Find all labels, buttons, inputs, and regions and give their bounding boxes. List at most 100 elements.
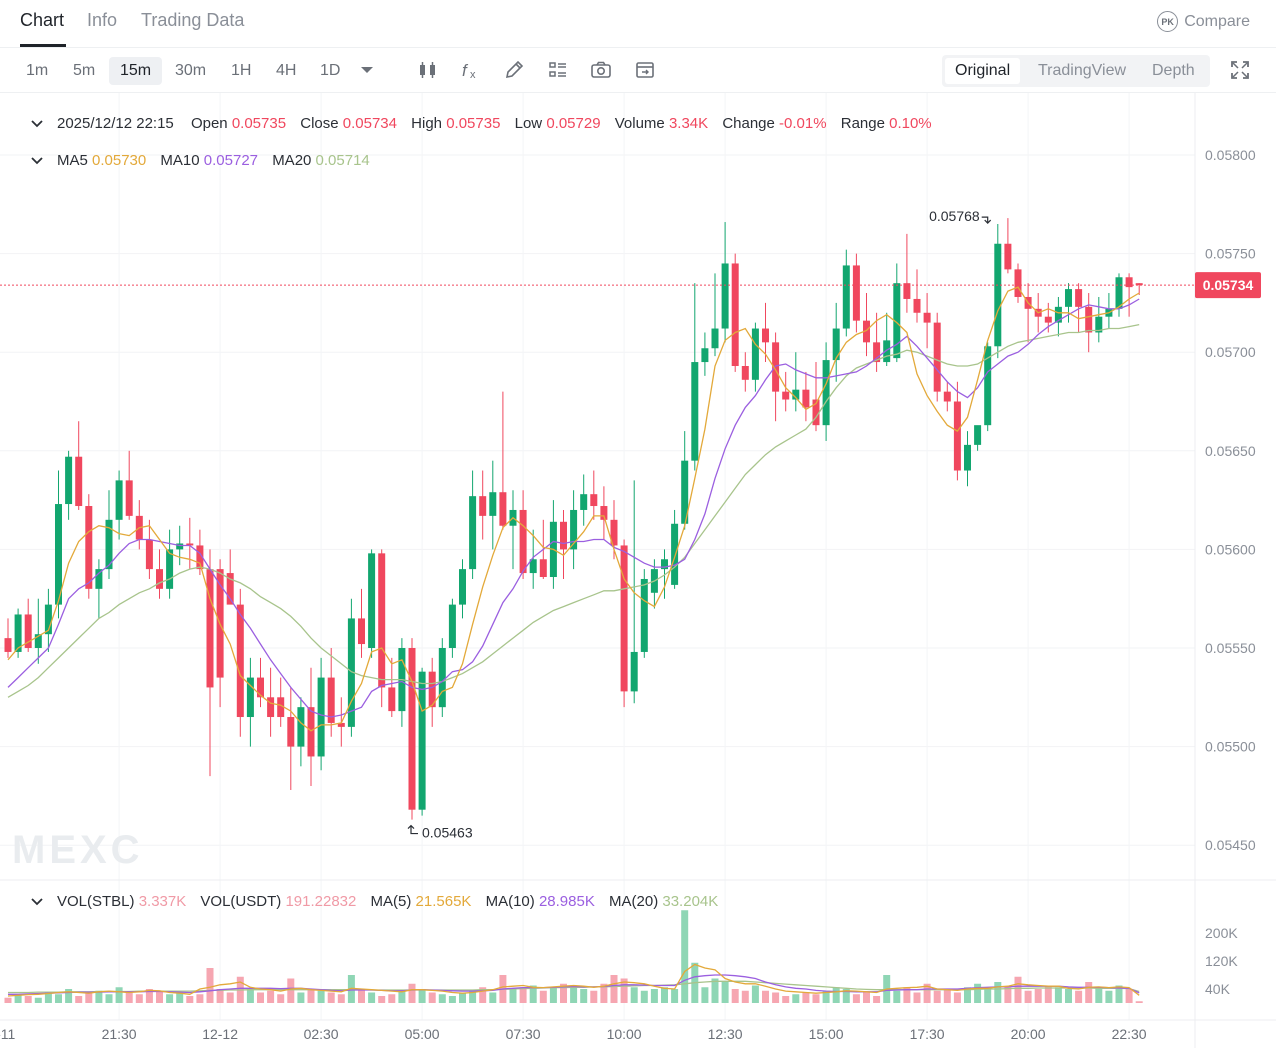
candle-body	[327, 677, 335, 723]
vol-stbl-value: 3.337K	[138, 893, 187, 910]
vol-ma20-label: MA(20)	[609, 893, 659, 910]
volume-bar	[65, 989, 73, 1003]
volume-bar	[1065, 989, 1072, 1003]
candle-body	[630, 651, 638, 692]
ma-collapse-chevron-icon[interactable]	[31, 157, 43, 165]
volume-bar	[156, 990, 163, 1003]
calendar-icon[interactable]	[633, 58, 657, 82]
interval-more-dropdown-icon[interactable]	[355, 58, 379, 82]
candle-body	[4, 638, 12, 652]
candle-type-icon[interactable]	[416, 58, 440, 82]
legend-high-label: High	[411, 115, 443, 132]
low-marker-arrow-icon	[407, 824, 418, 835]
view-depth-button[interactable]: Depth	[1152, 62, 1195, 79]
volume-bar	[1014, 976, 1022, 1003]
candle-body	[984, 346, 992, 426]
compare-label: Compare	[1184, 12, 1250, 30]
candle-body	[287, 717, 295, 747]
candle-body	[489, 492, 497, 516]
candle-body	[1014, 269, 1022, 297]
ma20-label: MA20	[272, 152, 312, 169]
draw-pencil-icon[interactable]	[502, 58, 526, 82]
volume-bar	[1125, 989, 1133, 1003]
candle-body	[610, 519, 618, 546]
volume-bar	[85, 992, 93, 1003]
volume-bar	[852, 994, 860, 1003]
volume-bar	[570, 985, 578, 1003]
collapse-chevron-icon[interactable]	[31, 120, 43, 128]
interval-1h[interactable]: 1H	[231, 62, 252, 79]
candle-body	[671, 523, 679, 585]
camera-icon[interactable]	[589, 58, 613, 82]
volume-bar	[590, 990, 598, 1003]
legend-open-label: Open	[190, 115, 228, 132]
volume-bar	[95, 990, 103, 1003]
candle-body	[1115, 277, 1123, 309]
volume-bar	[943, 989, 951, 1003]
volume-bar	[44, 992, 52, 1003]
active-tab-indicator	[20, 44, 66, 47]
candle-body	[105, 519, 113, 570]
ma-legend: MA5 0.05730 MA10 0.05727 MA20 0.05714	[31, 152, 370, 169]
view-original-button[interactable]: Original	[945, 58, 1021, 84]
volume-bar	[1115, 985, 1123, 1003]
tab-info[interactable]: Info	[87, 10, 118, 30]
candle-body	[893, 283, 901, 359]
candle-body	[974, 425, 982, 445]
settings-list-icon[interactable]	[546, 58, 570, 82]
candle-body	[85, 506, 93, 589]
candle-body	[802, 389, 810, 408]
legend-volume-value: 3.34K	[668, 115, 709, 132]
candle-body	[358, 618, 365, 645]
interval-1d[interactable]: 1D	[320, 62, 341, 79]
candle-body	[196, 545, 204, 570]
volume-bar	[873, 996, 881, 1003]
interval-4h[interactable]: 4H	[276, 62, 297, 79]
volume-bar	[176, 992, 184, 1003]
interval-5m[interactable]: 5m	[73, 62, 96, 79]
vol-usdt-value: 191.22832	[285, 893, 357, 910]
view-tradingview-button[interactable]: TradingView	[1038, 62, 1127, 79]
vol-stbl-label: VOL(STBL)	[57, 893, 135, 910]
fullscreen-icon[interactable]	[1228, 58, 1252, 82]
candle-body	[1085, 306, 1093, 333]
legend-range-value: 0.10%	[889, 115, 932, 132]
interval-15m[interactable]: 15m	[109, 57, 163, 85]
candle-body	[570, 509, 578, 550]
volume-bar	[751, 985, 759, 1003]
interval-1m[interactable]: 1m	[26, 62, 49, 79]
top-tabs: Chart Info Trading Data PK Compare	[0, 0, 1276, 48]
vol-ma10-label: MA(10)	[485, 893, 535, 910]
volume-bar	[1135, 1001, 1143, 1003]
candle-body	[883, 340, 891, 363]
volume-bar	[923, 983, 931, 1003]
volume-bar	[974, 983, 982, 1003]
tab-chart[interactable]: Chart	[20, 10, 65, 30]
volume-bar	[832, 987, 840, 1003]
volume-bar	[782, 996, 790, 1003]
interval-30m[interactable]: 30m	[175, 62, 207, 79]
candle-body	[186, 543, 194, 546]
volume-bar	[681, 910, 689, 1003]
volume-bar	[1085, 982, 1093, 1003]
candle-body	[721, 263, 729, 329]
compare-button[interactable]: PK Compare	[1157, 11, 1250, 32]
price-chart[interactable]: MEXC 0.05800 0.05750 0.05700 0.05650 0.05600…	[0, 93, 1276, 1048]
legend-datetime: 2025/12/12 22:15	[57, 115, 174, 132]
tab-trading-data[interactable]: Trading Data	[141, 10, 245, 30]
vol-collapse-chevron-icon[interactable]	[31, 898, 43, 906]
vol-ma10-line	[8, 974, 1140, 995]
candle-body	[226, 573, 234, 605]
volume-bar	[711, 978, 719, 1003]
svg-text:f: f	[462, 61, 469, 80]
volume-bar	[327, 992, 335, 1003]
candle-body	[1054, 306, 1062, 323]
volume-bar	[479, 987, 487, 1003]
volume-bar	[226, 992, 234, 1003]
high-marker-arrow-icon	[981, 216, 992, 224]
time-axis-label: 05:00	[405, 1026, 440, 1042]
volume-bar	[1075, 990, 1083, 1003]
candle-body	[741, 366, 749, 380]
